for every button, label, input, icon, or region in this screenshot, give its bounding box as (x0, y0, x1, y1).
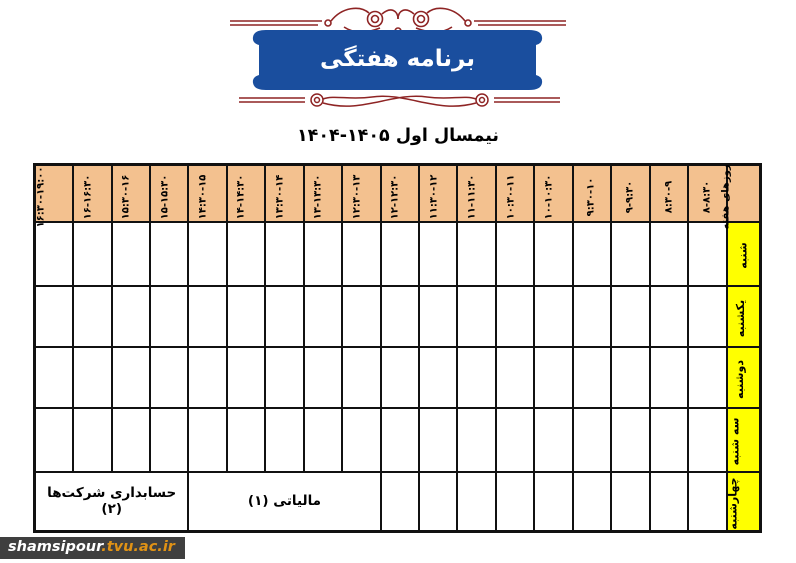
flourish-top-ornament (228, 4, 568, 38)
day-sunday: یکشنبه (725, 284, 762, 348)
time-slot-header: ۱۵:۳۰-۱۶ (110, 163, 151, 223)
day-tuesday: سه شنبه (725, 406, 762, 473)
time-slot-header: ۱۰:۳۰-۱۱ (494, 163, 536, 223)
time-slot-header: ۱۵-۱۵:۳۰ (148, 163, 190, 223)
time-slot-header: ۱۲-۱۲:۳۰ (379, 163, 421, 223)
semester-subtitle: نیمسال اول ۱۴۰۵-۱۴۰۴ (297, 126, 499, 146)
time-header-row: روزهای هفته ۸-۸:۳۰ ۸:۳۰-۹ ۹-۹:۳۰ ۹:۳۰-۱۰… (33, 163, 762, 229)
day-saturday: شنبه (725, 220, 762, 287)
course-cell-maliati: مالیاتی (۱) (187, 470, 382, 533)
time-slot-header: ۱۱:۳۰-۱۲ (417, 163, 459, 223)
time-slot-header: ۹-۹:۳۰ (610, 163, 651, 223)
time-slot-header: ۱۴-۱۴:۳۰ (225, 163, 267, 223)
time-slot-header: ۱۰-۱۰:۳۰ (533, 163, 574, 223)
plaque-shape (252, 30, 543, 90)
time-slot-header: ۱۳-۱۳:۳۰ (302, 163, 344, 223)
time-slot-header: ۹:۳۰-۱۰ (571, 163, 613, 223)
corner-header-days-of-week: روزهای هفته (720, 163, 762, 229)
watermark-site-name: shamsipour (8, 539, 102, 555)
course-cell-hesabdari-sherkatha: حسابداری شرکت‌ها (۲) (33, 470, 190, 533)
time-slot-header: ۸-۸:۳۰ (687, 163, 728, 223)
title-banner: برنامه هفتگی (240, 29, 555, 91)
row-sunday: یکشنبه (33, 284, 762, 348)
time-slot-header: ۱۶:۳۰-۱۹:۰۰ (33, 163, 75, 227)
weekly-schedule-table: روزهای هفته ۸-۸:۳۰ ۸:۳۰-۹ ۹-۹:۳۰ ۹:۳۰-۱۰… (33, 163, 762, 533)
row-monday: دوشنبه (33, 345, 762, 409)
time-slot-header: ۱۳:۳۰-۱۴ (264, 163, 305, 223)
row-tuesday: سه شنبه (33, 406, 762, 473)
row-wednesday: چهارشنبه مالیاتی (۱) حسابداری شرکت‌ها (۲… (33, 470, 762, 533)
time-slot-header: ۱۱-۱۱:۳۰ (456, 163, 497, 223)
time-slot-header: ۸:۳۰-۹ (648, 163, 690, 223)
watermark-site-domain: .tvu.ac.ir (101, 539, 175, 555)
day-wednesday: چهارشنبه (725, 470, 762, 533)
day-monday: دوشنبه (725, 345, 762, 409)
flourish-bottom-ornament (237, 88, 562, 114)
site-watermark: shamsipour.tvu.ac.ir (0, 537, 185, 559)
row-saturday: شنبه (33, 220, 762, 287)
page-title: برنامه هفتگی (320, 45, 475, 72)
